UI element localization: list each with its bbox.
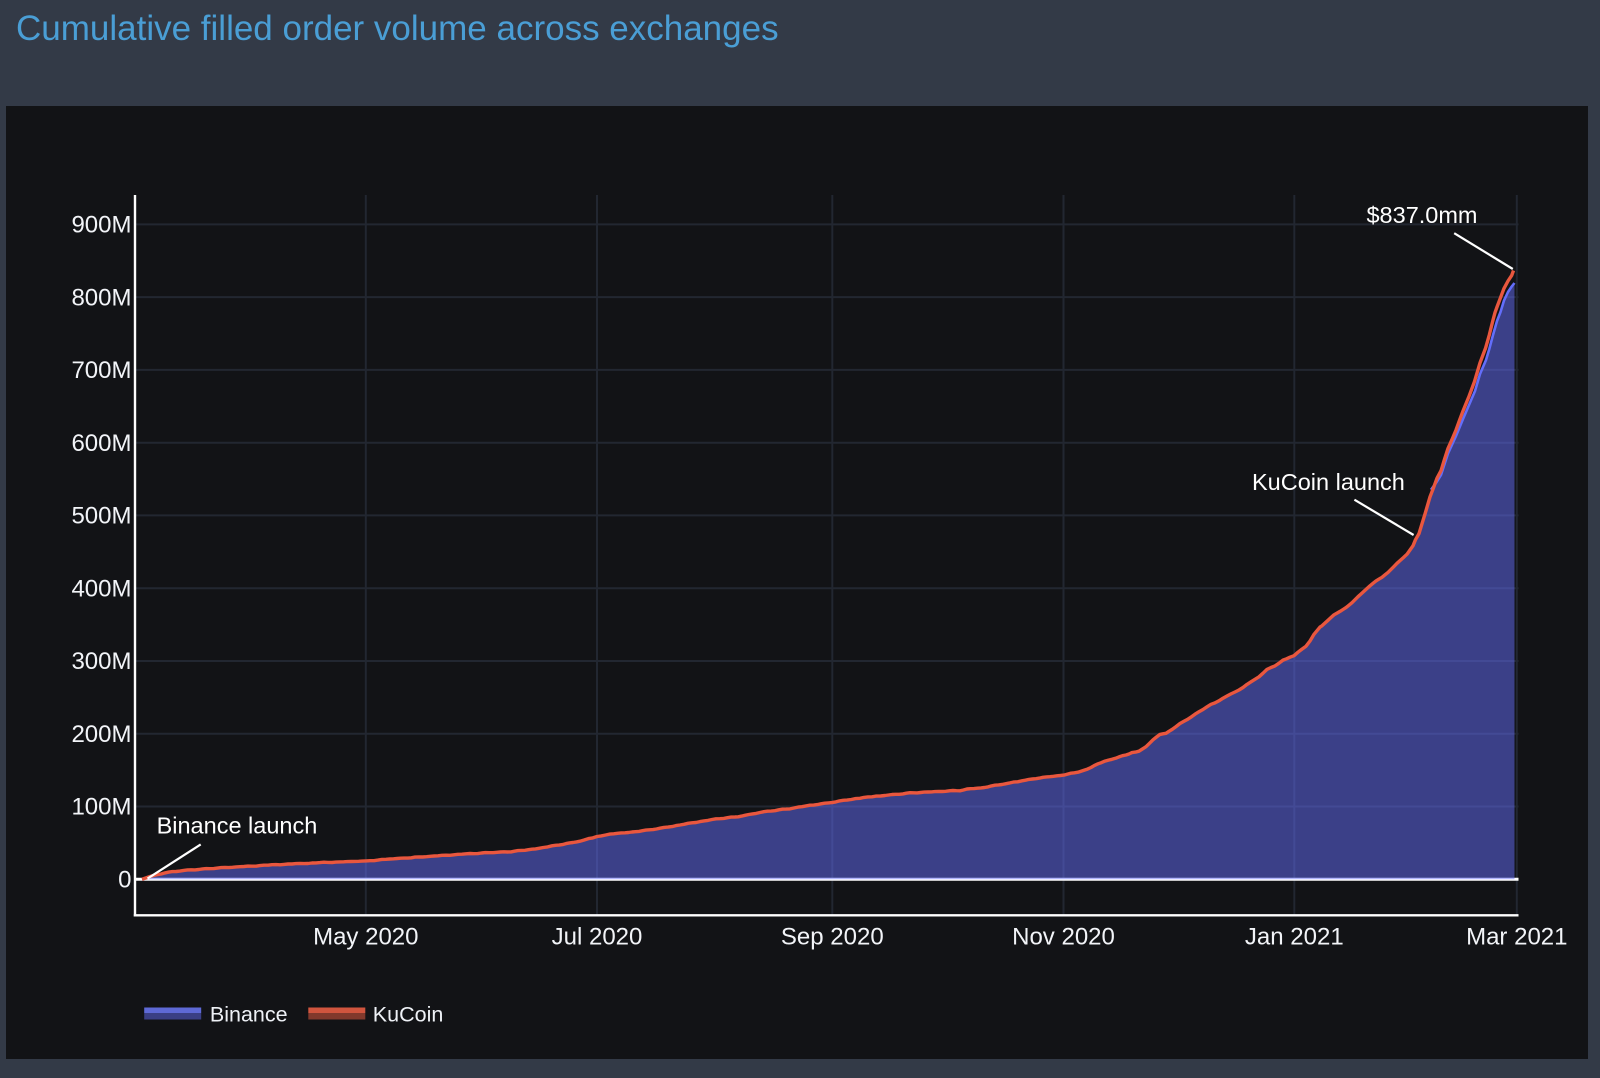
svg-text:Binance launch: Binance launch: [157, 813, 318, 839]
svg-text:Sep 2020: Sep 2020: [781, 924, 884, 951]
svg-text:$837.0mm: $837.0mm: [1366, 202, 1477, 228]
svg-text:200M: 200M: [71, 721, 131, 748]
svg-text:Jul 2020: Jul 2020: [552, 924, 643, 951]
svg-text:300M: 300M: [71, 648, 131, 675]
svg-text:Jan 2021: Jan 2021: [1245, 924, 1344, 951]
svg-text:KuCoin: KuCoin: [373, 1003, 444, 1027]
svg-text:Binance: Binance: [210, 1003, 288, 1027]
svg-text:0: 0: [118, 867, 131, 894]
svg-text:100M: 100M: [71, 794, 131, 821]
svg-text:KuCoin launch: KuCoin launch: [1252, 469, 1405, 495]
svg-text:500M: 500M: [71, 503, 131, 530]
svg-text:800M: 800M: [71, 284, 131, 311]
svg-text:600M: 600M: [71, 430, 131, 457]
svg-text:900M: 900M: [71, 212, 131, 239]
svg-text:Mar 2021: Mar 2021: [1466, 924, 1567, 951]
svg-text:Cumulative filled order volume: Cumulative filled order volume across ex…: [16, 9, 779, 48]
svg-text:May 2020: May 2020: [313, 924, 418, 951]
svg-text:400M: 400M: [71, 575, 131, 602]
svg-text:700M: 700M: [71, 357, 131, 384]
svg-text:Nov 2020: Nov 2020: [1012, 924, 1115, 951]
